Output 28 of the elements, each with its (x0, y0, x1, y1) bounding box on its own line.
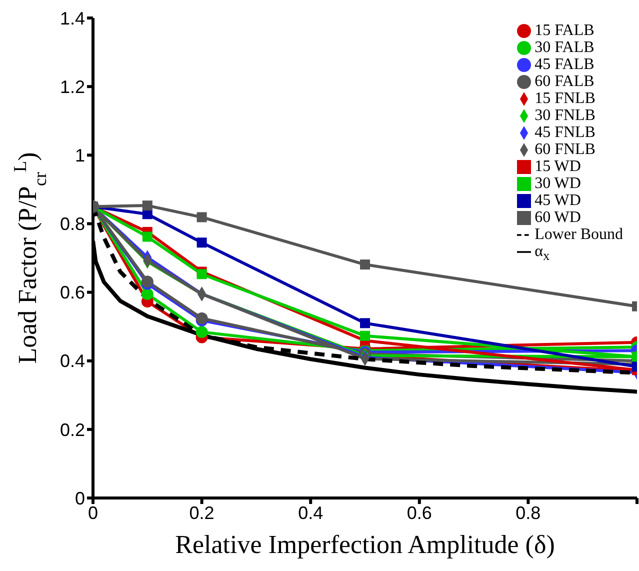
x-tick-label: 0 (88, 502, 98, 523)
y-tick-label: 1 (74, 146, 85, 166)
legend-label: 60 FALB (534, 73, 594, 90)
legend-label: α$_{x}$ (534, 243, 550, 264)
legend-label: 60 FNLB (534, 141, 596, 158)
y-tick-label: 0 (74, 488, 85, 508)
legend-label: 30 FNLB (534, 107, 596, 124)
y-tick-label: 0.6 (60, 282, 85, 303)
x-tick-label: 0.4 (298, 502, 324, 523)
x-axis-title: Relative Imperfection Amplitude (δ) (175, 530, 555, 559)
x-tick-label: 0.6 (406, 502, 432, 523)
legend-label: 45 WD (534, 192, 581, 209)
legend-label: 45 FALB (534, 56, 594, 73)
y-tick-label: 0.2 (60, 420, 85, 440)
legend-label: 15 WD (534, 158, 581, 175)
x-tick-label: 0.2 (189, 502, 214, 523)
y-tick-label: 0.8 (60, 214, 85, 234)
legend-label: Lower Bound (534, 226, 623, 243)
y-tick-label: 1.2 (60, 76, 85, 97)
legend-label: 15 FALB (534, 22, 594, 39)
x-tick-label: 0.8 (516, 502, 541, 523)
legend-label: 15 FNLB (534, 90, 596, 107)
legend-label: 30 FALB (534, 39, 594, 56)
legend-label: 45 FNLB (534, 124, 596, 141)
y-tick-label: 1.4 (60, 8, 85, 28)
legend-label: 30 WD (534, 175, 581, 192)
legend-label: 60 WD (534, 209, 581, 226)
y-tick-label: 0.4 (60, 351, 85, 372)
